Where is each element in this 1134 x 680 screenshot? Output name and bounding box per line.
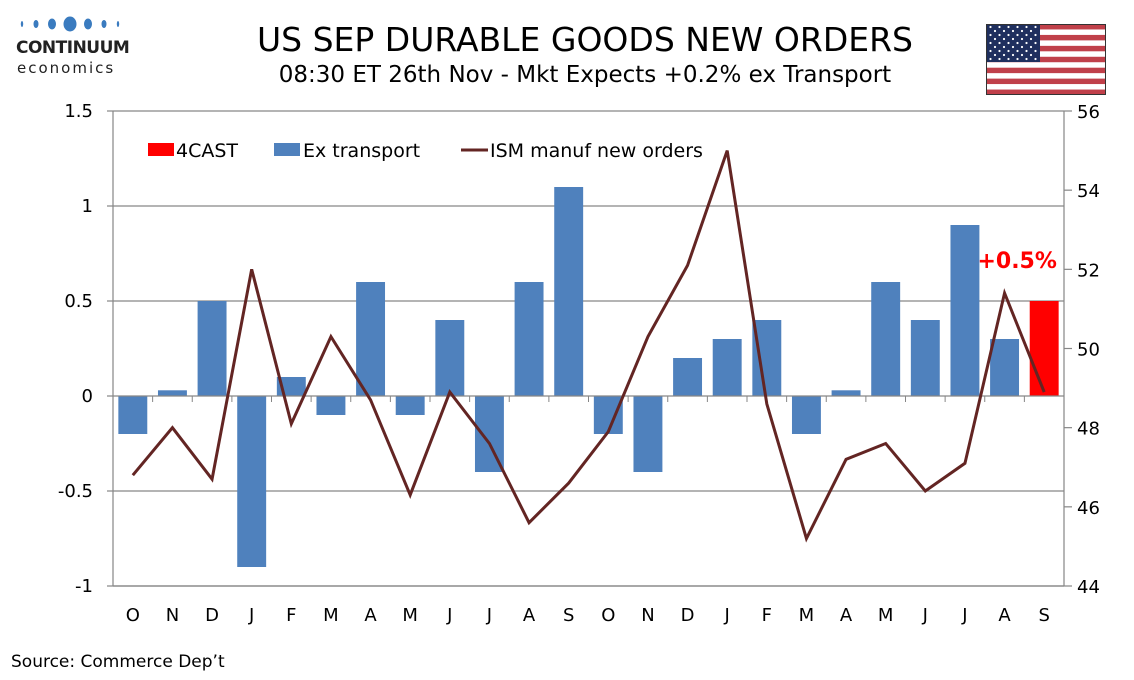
bar-ex-transport (118, 396, 148, 434)
x-axis-tick-label: M (878, 605, 894, 626)
x-axis-tick-label: A (364, 605, 377, 626)
x-axis-tick-label: S (1038, 605, 1049, 626)
x-axis-tick-label: M (323, 605, 339, 626)
x-axis-tick-label: J (961, 605, 967, 626)
left-axis-tick-label: -0.5 (58, 481, 93, 502)
bar-ex-transport (474, 396, 504, 472)
legend-label-4cast: 4CAST (176, 140, 238, 162)
x-axis-tick-label: D (205, 605, 219, 626)
x-axis-tick-label: J (922, 605, 928, 626)
bar-4cast (1029, 301, 1059, 396)
source-note: Source: Commerce Dep’t (11, 652, 225, 672)
bar-ex-transport (673, 358, 703, 396)
right-axis-tick-label: 46 (1077, 498, 1100, 519)
us-flag-icon (986, 24, 1106, 95)
bar-ex-transport (554, 187, 584, 396)
bar-ex-transport (514, 282, 544, 396)
bar-ex-transport (237, 396, 267, 567)
logo-dots-icon (20, 16, 120, 32)
x-axis-tick-label: A (998, 605, 1011, 626)
line-ism-manuf-new-orders (131, 150, 1046, 543)
chart-subtitle: 08:30 ET 26th Nov - Mkt Expects +0.2% ex… (278, 62, 892, 88)
bar-ex-transport (435, 320, 465, 396)
x-axis-tick-label: F (286, 605, 296, 626)
x-axis-tick-label: D (681, 605, 695, 626)
x-axis-tick-label: J (724, 605, 730, 626)
bar-ex-transport (910, 320, 940, 396)
bar-ex-transport (791, 396, 821, 434)
right-axis-tick-label: 52 (1077, 260, 1100, 281)
bar-ex-transport (950, 225, 980, 396)
x-axis-tick-label: A (840, 605, 853, 626)
x-axis-tick-label: J (486, 605, 492, 626)
x-axis-tick-label: N (166, 605, 179, 626)
right-axis-tick-label: 56 (1077, 102, 1100, 123)
right-axis-tick-label: 44 (1077, 577, 1100, 598)
x-axis-tick-label: F (762, 605, 772, 626)
bar-ex-transport (395, 396, 425, 415)
x-axis-tick-label: N (641, 605, 654, 626)
bar-ex-transport (871, 282, 901, 396)
left-axis-tick-label: 1 (82, 196, 93, 217)
logo-name: CONTINUUM (16, 38, 130, 58)
bar-ex-transport (831, 390, 861, 396)
left-axis-tick-label: 1.5 (64, 101, 93, 122)
legend: 4CAST Ex transport ISM manuf new orders (148, 140, 703, 162)
bar-ex-transport (990, 339, 1020, 396)
legend-swatch-ex-transport (274, 143, 300, 156)
left-axis-tick-label: -1 (75, 576, 93, 597)
legend-label-ism: ISM manuf new orders (490, 140, 703, 162)
x-axis-tick-label: O (126, 605, 140, 626)
forecast-annotation: +0.5% (977, 249, 1056, 274)
bar-ex-transport (633, 396, 663, 472)
legend-label-ex-transport: Ex transport (303, 140, 420, 162)
x-axis-tick-label: M (799, 605, 815, 626)
x-axis-tick-label: J (446, 605, 452, 626)
x-axis-tick-label: J (248, 605, 254, 626)
x-axis-tick-label: M (402, 605, 418, 626)
logo-subtitle: economics (17, 59, 116, 77)
right-axis-tick-label: 50 (1077, 340, 1100, 361)
right-axis-tick-label: 54 (1077, 181, 1100, 202)
left-axis-tick-label: 0 (82, 386, 93, 407)
x-axis-tick-label: A (523, 605, 536, 626)
left-axis-tick-label: 0.5 (64, 291, 93, 312)
bar-ex-transport (593, 396, 623, 434)
bar-ex-transport (197, 301, 227, 396)
chart-title: US SEP DURABLE GOODS NEW ORDERS (257, 20, 913, 59)
x-axis-tick-label: O (601, 605, 615, 626)
bar-ex-transport (712, 339, 742, 396)
bar-ex-transport (356, 282, 386, 396)
right-axis-tick-label: 48 (1077, 419, 1100, 440)
legend-swatch-4cast (148, 143, 174, 156)
bar-ex-transport (157, 390, 187, 396)
x-axis-tick-label: S (563, 605, 574, 626)
bar-ex-transport (316, 396, 346, 415)
